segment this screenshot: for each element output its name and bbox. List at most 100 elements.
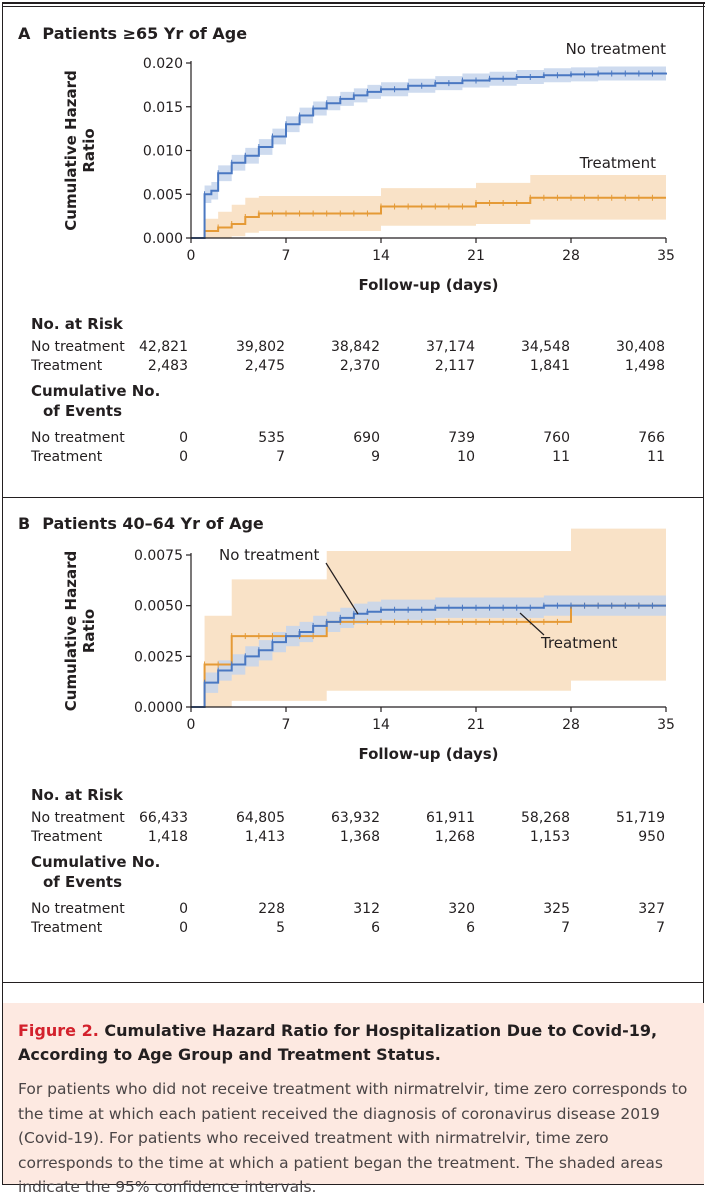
caption-title-text: Cumulative Hazard Ratio for Hospitalizat… [18, 1021, 658, 1064]
a-line-no-treatment [191, 72, 667, 239]
a-events-cell: 766 [638, 430, 665, 446]
a-events-cell: 7 [276, 449, 285, 465]
a-y-tick-label: 0.000 [143, 231, 183, 247]
a-events-cell: 0 [179, 430, 188, 446]
caption-divider [3, 982, 704, 983]
a-risk-cell: 34,548 [521, 339, 570, 355]
b-events-cell: 325 [543, 901, 570, 917]
b-y-tick-label: 0.0050 [134, 599, 183, 615]
b-events-row-label: No treatment [31, 901, 125, 917]
a-events-cell: 535 [258, 430, 285, 446]
a-events-cell: 10 [457, 449, 475, 465]
b-band-no-treatment [191, 595, 666, 707]
b-risk-cell: 51,719 [616, 810, 665, 826]
panel-b: B Patients 40–64 Yr of Age 0 7 14 21 28 35 0.00… [3, 498, 704, 982]
b-risk-header: No. at Risk [31, 786, 123, 804]
b-risk-row-label: No treatment [31, 810, 125, 826]
b-risk-cell: 63,932 [331, 810, 380, 826]
b-events-row-label: Treatment [31, 920, 103, 936]
b-risk-cell: 1,153 [529, 829, 570, 845]
figure-frame [2, 2, 704, 1185]
top-rule [2, 2, 705, 4]
a-x-tick-label: 0 [187, 248, 196, 264]
a-risk-cell: 2,475 [244, 358, 285, 374]
b-x-tick-label: 35 [657, 717, 675, 733]
b-y-axis-label: Ratio [80, 609, 98, 653]
caption-figure-label: Figure 2. [18, 1021, 99, 1040]
b-risk-cell: 58,268 [521, 810, 570, 826]
a-events-cell: 690 [353, 430, 380, 446]
b-risk-cell: 1,418 [147, 829, 188, 845]
a-label-treatment: Treatment [579, 154, 656, 172]
a-x-tick-label: 7 [282, 248, 291, 264]
b-risk-cell: 66,433 [139, 810, 188, 826]
a-risk-cell: 39,802 [236, 339, 285, 355]
a-risk-cell: 38,842 [331, 339, 380, 355]
a-risk-cell: 2,117 [434, 358, 475, 374]
a-risk-header: No. at Risk [31, 315, 123, 333]
b-risk-row-label: Treatment [31, 829, 103, 845]
b-events-cell: 6 [371, 920, 380, 936]
a-events-row-label: Treatment [31, 449, 103, 465]
a-risk-cell: 37,174 [426, 339, 475, 355]
a-risk-row-label: No treatment [31, 339, 125, 355]
b-events-cell: 0 [179, 920, 188, 936]
a-x-tick-label: 21 [467, 248, 485, 264]
b-events-cell: 7 [561, 920, 570, 936]
b-y-tick-label: 0.0025 [134, 649, 183, 665]
a-y-tick-label: 0.005 [143, 187, 183, 203]
a-risk-cell: 1,498 [624, 358, 665, 374]
b-risk-cell: 950 [638, 829, 665, 845]
b-label-treatment: Treatment [540, 634, 617, 652]
a-x-tick-label: 14 [372, 248, 390, 264]
panel-a-title: A Patients ≥65 Yr of Age [18, 24, 247, 43]
a-band-no-treatment [191, 65, 666, 238]
b-y-tick-label: 0.0075 [134, 548, 183, 564]
panel-a-letter: A [18, 24, 31, 43]
b-risk-cell: 61,911 [426, 810, 475, 826]
b-events-cell: 312 [353, 901, 380, 917]
b-leader-treatment [519, 612, 545, 636]
a-x-tick-label: 28 [562, 248, 580, 264]
b-events-header: Cumulative No. [31, 853, 161, 871]
b-events-cell: 5 [276, 920, 285, 936]
b-events-cell: 6 [466, 920, 475, 936]
b-y-tick-label: 0.0000 [134, 700, 183, 716]
b-events-cell: 320 [448, 901, 475, 917]
b-leader-no-treatment [325, 562, 359, 615]
panel-b-title-text: Patients 40–64 Yr of Age [42, 514, 264, 533]
a-events-cell: 11 [552, 449, 570, 465]
a-events-cell: 739 [448, 430, 475, 446]
a-y-tick-label: 0.020 [143, 56, 183, 72]
top-rule-thin [2, 6, 705, 7]
a-events-cell: 9 [371, 449, 380, 465]
b-events-header: of Events [43, 873, 123, 891]
a-label-no-treatment: No treatment [566, 40, 667, 58]
a-events-header: Cumulative No. [31, 382, 161, 400]
a-events-cell: 11 [647, 449, 665, 465]
panel-a: A Patients ≥65 Yr of Age 0 7 14 21 28 35 0.000 0… [3, 10, 704, 497]
a-risk-cell: 2,483 [147, 358, 188, 374]
figure-caption: Figure 2. Cumulative Hazard Ratio for Ho… [3, 1003, 704, 1196]
b-x-axis-label: Follow-up (days) [358, 745, 498, 763]
a-risk-cell: 2,370 [339, 358, 380, 374]
a-risk-cell: 42,821 [139, 339, 188, 355]
b-x-tick-label: 0 [187, 717, 196, 733]
b-x-tick-label: 7 [282, 717, 291, 733]
caption-body: For patients who did not receive treatme… [18, 1080, 688, 1196]
panel-divider [3, 497, 704, 498]
b-risk-cell: 64,805 [236, 810, 285, 826]
panel-a-chart: 0 7 14 21 28 35 0.000 0.005 0.010 0.015 0.020 Follo… [62, 40, 675, 294]
a-x-axis-label: Follow-up (days) [358, 276, 498, 294]
a-y-tick-label: 0.015 [143, 100, 183, 116]
b-events-cell: 327 [638, 901, 665, 917]
b-risk-cell: 1,413 [244, 829, 285, 845]
a-events-cell: 760 [543, 430, 570, 446]
b-risk-cell: 1,268 [434, 829, 475, 845]
a-risk-row-label: Treatment [31, 358, 103, 374]
caption-title: Figure 2. Cumulative Hazard Ratio for Ho… [18, 1019, 688, 1067]
panel-b-letter: B [18, 514, 31, 533]
b-label-no-treatment: No treatment [219, 546, 320, 564]
b-events-cell: 7 [656, 920, 665, 936]
b-events-cell: 0 [179, 901, 188, 917]
